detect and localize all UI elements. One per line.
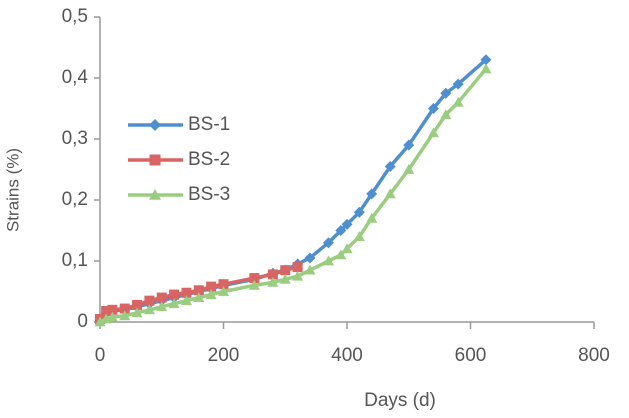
- marker: [292, 270, 304, 281]
- marker: [335, 225, 347, 236]
- marker: [267, 269, 278, 280]
- marker: [131, 307, 143, 318]
- marker: [143, 304, 155, 315]
- x-tick-label: 200: [208, 345, 240, 366]
- marker: [322, 255, 334, 266]
- marker: [149, 119, 161, 131]
- marker: [248, 279, 260, 290]
- marker: [267, 276, 279, 287]
- marker: [480, 54, 492, 66]
- marker: [403, 139, 415, 151]
- marker: [205, 289, 217, 299]
- y-tick-label: 0: [77, 311, 88, 332]
- series-line: [99, 67, 488, 324]
- marker: [218, 279, 229, 290]
- y-tick-label: 0,1: [62, 250, 88, 271]
- marker: [427, 127, 439, 138]
- marker: [119, 303, 130, 314]
- marker: [366, 212, 378, 223]
- marker: [180, 295, 192, 306]
- marker: [149, 154, 161, 166]
- marker: [384, 160, 396, 172]
- marker: [353, 206, 365, 218]
- marker: [304, 264, 316, 275]
- marker: [280, 265, 291, 276]
- legend-label: BS-2: [188, 149, 230, 170]
- x-tick-label: 600: [455, 345, 487, 366]
- legend-label: BS-3: [188, 184, 230, 205]
- marker: [452, 96, 464, 107]
- marker: [156, 292, 167, 303]
- x-tick-label: 400: [331, 345, 363, 366]
- x-axis-label: Days (d): [364, 390, 436, 411]
- marker: [292, 262, 303, 273]
- marker: [403, 164, 415, 174]
- marker: [106, 311, 118, 322]
- marker: [193, 285, 204, 296]
- marker: [366, 188, 378, 200]
- marker: [149, 189, 161, 200]
- marker: [427, 103, 439, 114]
- marker: [169, 289, 180, 300]
- marker: [206, 281, 217, 292]
- marker: [384, 188, 396, 199]
- marker: [322, 237, 334, 249]
- marker: [440, 109, 452, 119]
- marker: [119, 310, 131, 321]
- marker: [168, 298, 180, 309]
- y-tick-label: 0,2: [62, 189, 88, 210]
- marker: [304, 252, 316, 264]
- marker: [353, 231, 365, 241]
- marker: [249, 273, 260, 284]
- marker: [193, 292, 205, 302]
- marker: [144, 295, 155, 306]
- marker: [101, 306, 112, 317]
- marker: [94, 316, 106, 327]
- marker: [452, 78, 464, 90]
- x-tick-label: 800: [578, 345, 610, 366]
- marker: [279, 273, 291, 284]
- marker: [440, 87, 452, 99]
- marker: [218, 286, 229, 296]
- x-tick-label: 0: [95, 345, 106, 366]
- y-tick-label: 0,5: [62, 6, 88, 27]
- y-axis-label: Strains (%): [3, 148, 22, 232]
- marker: [341, 218, 353, 230]
- marker: [341, 243, 353, 254]
- series-line: [98, 265, 299, 321]
- marker: [132, 299, 143, 310]
- marker: [156, 301, 168, 312]
- marker: [107, 304, 118, 315]
- legend-label: BS-1: [188, 114, 230, 135]
- marker: [335, 249, 347, 260]
- y-tick-label: 0,3: [62, 128, 88, 149]
- marker: [181, 287, 192, 298]
- y-tick-label: 0,4: [62, 67, 89, 88]
- marker: [480, 63, 492, 74]
